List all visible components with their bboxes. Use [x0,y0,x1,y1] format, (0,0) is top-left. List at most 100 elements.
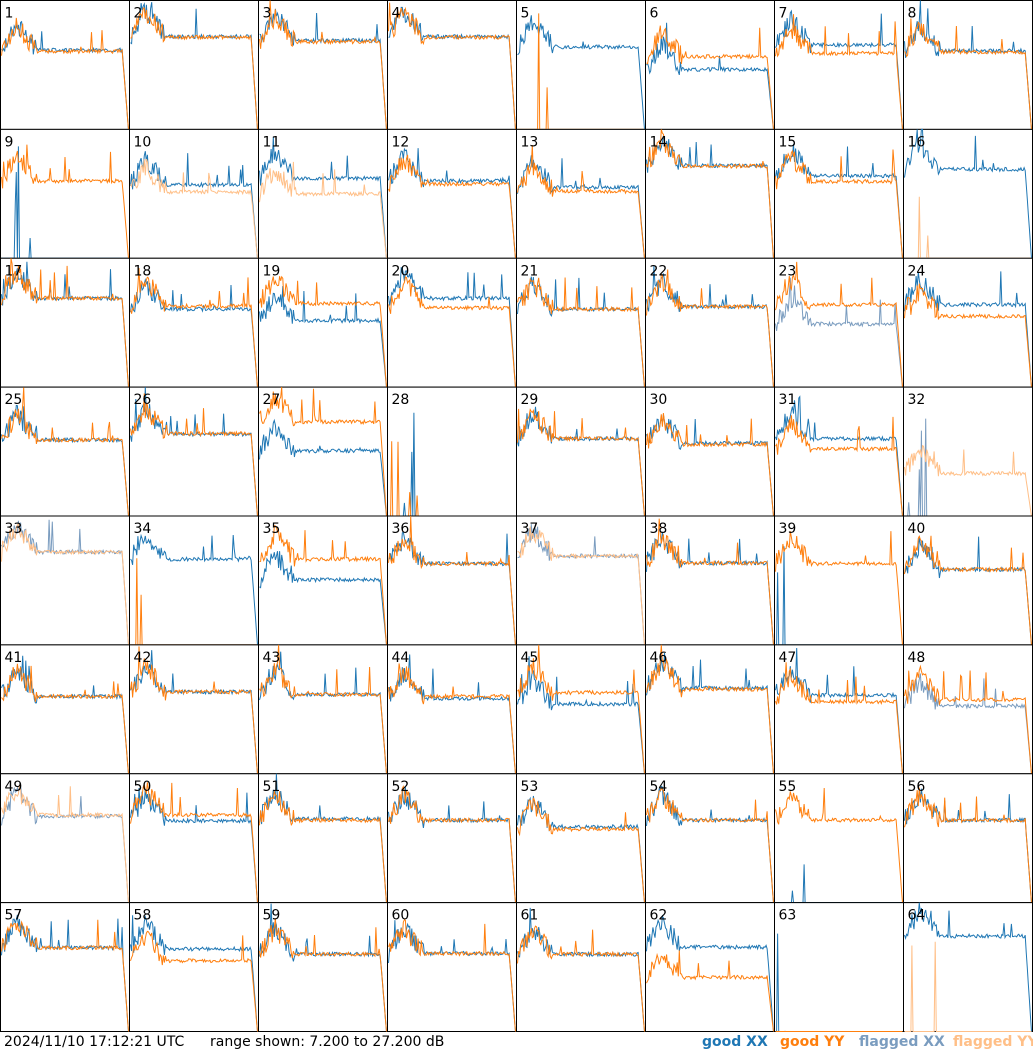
panel-label: 58 [134,908,152,924]
yy-trace [646,644,774,774]
panel-63: 63 [774,902,904,1032]
yy-trace [904,941,1032,1032]
panel-frame [258,902,388,1032]
panel-22: 22 [645,257,775,388]
yy-trace [904,787,1032,903]
panel-label: 46 [650,650,668,666]
xx-trace [130,277,258,388]
yy-trace [388,919,516,1032]
panel-label: 16 [908,134,926,150]
panel-label: 50 [134,779,152,795]
panel-label: 62 [650,908,668,924]
timestamp: 2024/11/10 17:12:21 UTC [4,1034,185,1050]
panel-label: 30 [650,392,668,408]
yy-trace [517,408,645,517]
panel-label: 43 [263,650,281,666]
yy-trace [130,646,258,774]
panel-label: 61 [521,908,539,924]
panel-44: 44 [387,644,517,775]
yy-trace [388,154,516,259]
panel-3: 3 [258,0,388,130]
panel-label: 35 [263,521,281,537]
panel-35: 35 [258,515,388,646]
panel-label: 3 [263,6,272,22]
xx-trace [775,9,903,130]
panel-frame [516,386,646,517]
panel-label: 13 [521,134,539,150]
xx-trace [775,143,903,259]
panel-label: 15 [779,134,797,150]
yy-trace [646,950,774,1032]
panel-25: 25 [0,386,130,517]
panel-label: 17 [5,263,23,279]
panel-label: 47 [779,650,797,666]
yy-trace [259,275,387,388]
xx-trace [646,914,774,1032]
yy-trace [388,276,516,388]
panel-frame [0,515,130,646]
panel-60: 60 [387,902,517,1032]
legend-flagged-yy: flagged YY [953,1034,1033,1050]
panel-57: 57 [0,902,130,1032]
panel-label: 28 [392,392,410,408]
yy-trace [904,444,1032,517]
panel-label: 23 [779,263,797,279]
xx-trace [904,271,1032,388]
panel-10: 10 [129,128,259,259]
panel-label: 41 [5,650,23,666]
xx-trace [130,533,258,645]
yy-trace [1,919,129,1032]
panel-frame [387,257,517,388]
yy-trace [517,797,645,903]
panel-29: 29 [516,386,646,517]
xx-trace [775,647,903,774]
panel-1: 1 [0,0,130,130]
yy-trace [517,925,645,1032]
yy-trace [388,663,516,774]
panel-label: 20 [392,263,410,279]
yy-trace [904,664,1032,774]
panel-label: 10 [134,134,152,150]
panel-8: 8 [903,0,1033,130]
panel-frame [645,386,775,517]
panel-64: 64 [903,902,1033,1032]
panel-label: 49 [5,779,23,795]
panel-label: 6 [650,6,659,22]
yy-trace [904,283,1032,388]
panel-33: 33 [0,515,130,646]
panel-38: 38 [645,515,775,646]
panel-13: 13 [516,128,646,259]
panel-59: 59 [258,902,388,1032]
panel-39: 39 [774,515,904,646]
xx-trace [1,783,129,903]
panel-label: 64 [908,908,926,924]
xx-trace [646,265,774,388]
panel-frame [0,128,130,259]
panel-frame [0,0,130,130]
panel-19: 19 [258,257,388,388]
panel-58: 58 [129,902,259,1032]
panel-label: 44 [392,650,410,666]
panel-61: 61 [516,902,646,1032]
panel-label: 40 [908,521,926,537]
yy-trace [1,258,129,388]
panel-43: 43 [258,644,388,775]
xx-trace [259,651,387,774]
panel-label: 2 [134,6,143,22]
yy-trace [775,415,903,517]
panel-42: 42 [129,644,259,775]
panel-frame [516,773,646,904]
xx-trace [259,285,387,388]
xx-trace [259,551,387,645]
xx-trace [904,673,1032,774]
panel-frame [774,515,904,646]
yy-trace [259,524,387,645]
panel-5: 5 [516,0,646,130]
panel-label: 42 [134,650,152,666]
panel-9: 9 [0,128,130,259]
yy-trace [1,387,129,517]
panel-23: 23 [774,257,904,388]
panel-label: 33 [5,521,23,537]
panel-54: 54 [645,773,775,904]
panel-45: 45 [516,644,646,775]
